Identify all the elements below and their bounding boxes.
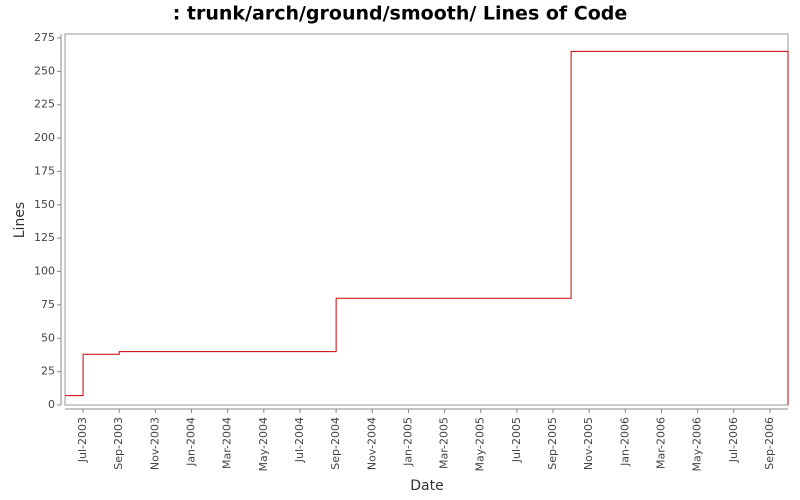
x-tick-label: Mar-2006 (654, 417, 667, 469)
y-tick-label: 100 (34, 265, 55, 278)
y-tick-label: 150 (34, 198, 55, 211)
y-tick-label: 0 (48, 398, 55, 411)
x-tick-label: Nov-2005 (582, 417, 595, 470)
x-tick-label: Jan-2006 (618, 417, 631, 467)
x-tick-label: Nov-2003 (148, 417, 161, 470)
x-tick-label: Jul-2006 (727, 417, 740, 463)
x-tick-label: Jul-2005 (510, 417, 523, 463)
y-tick-label: 25 (41, 365, 55, 378)
y-tick-label: 50 (41, 331, 55, 344)
x-tick-label: Nov-2004 (365, 417, 378, 470)
x-tick-label: May-2005 (474, 417, 487, 472)
x-tick-label: May-2006 (691, 417, 704, 472)
y-tick-label: 225 (34, 98, 55, 111)
x-tick-label: Sep-2004 (329, 417, 342, 470)
y-tick-label: 125 (34, 231, 55, 244)
plot-area (64, 33, 789, 406)
x-tick-label: Sep-2003 (112, 417, 125, 470)
step-line (65, 50, 789, 405)
x-tick-label: Mar-2005 (438, 417, 451, 469)
y-axis-label: Lines (12, 202, 28, 238)
x-tick-label: Sep-2006 (763, 417, 776, 470)
x-tick-label: Jan-2004 (185, 417, 198, 467)
y-tick-label: 250 (34, 64, 55, 77)
x-axis-label: Date (410, 478, 443, 494)
y-tick-label: 275 (34, 31, 55, 44)
x-tick-label: Sep-2005 (546, 417, 559, 470)
chart-title: : trunk/arch/ground/smooth/ Lines of Cod… (173, 3, 628, 25)
x-tick-label: Jul-2003 (76, 417, 89, 463)
x-tick-label: Mar-2004 (221, 417, 234, 469)
x-tick-label: Jan-2005 (401, 417, 414, 467)
y-tick-label: 75 (41, 298, 55, 311)
x-tick-label: Jul-2004 (293, 417, 306, 463)
y-tick-label: 200 (34, 131, 55, 144)
y-tick-label: 175 (34, 164, 55, 177)
x-tick-label: May-2004 (257, 417, 270, 472)
